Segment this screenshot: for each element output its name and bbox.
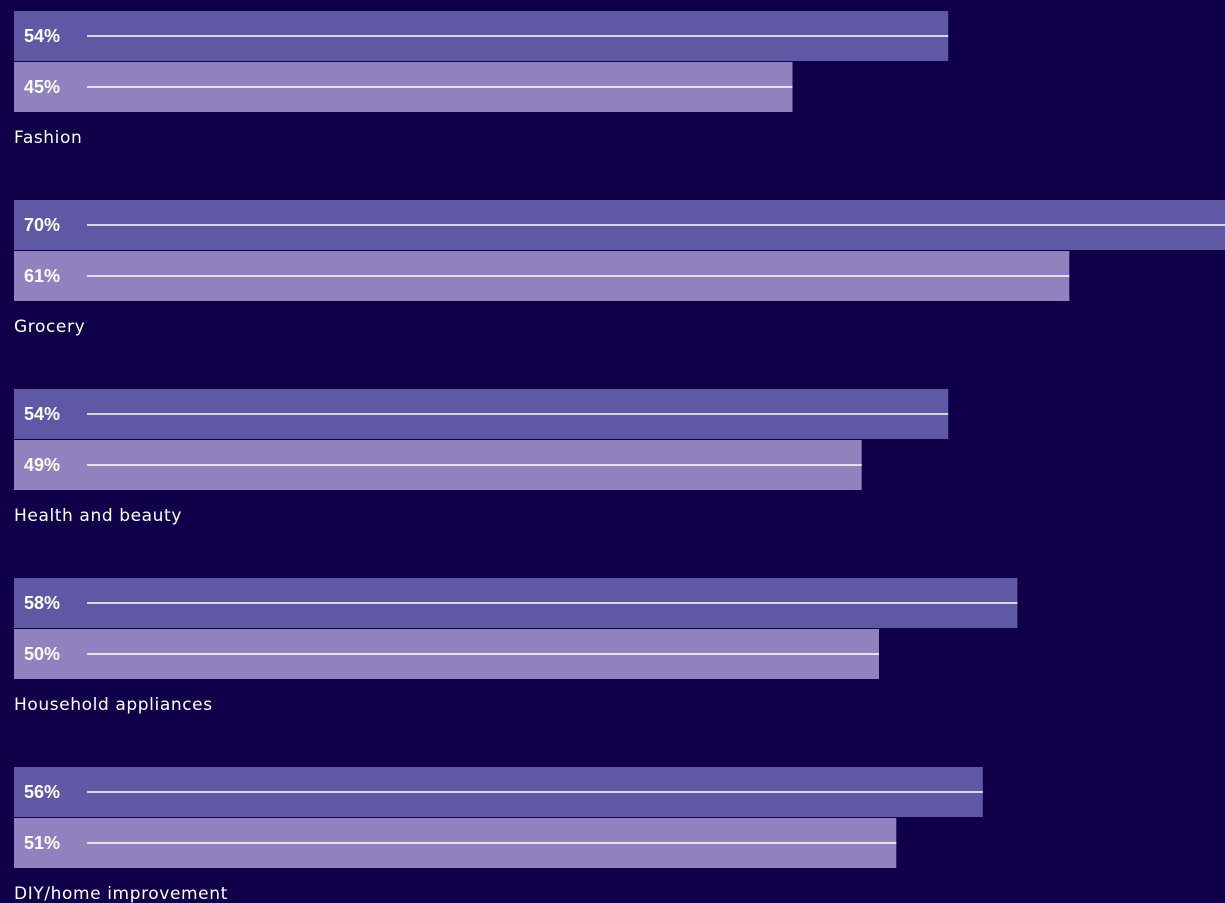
- bar-value-label: 58%: [24, 593, 60, 613]
- bar-value-label: 54%: [24, 404, 60, 424]
- bar-group-household-appliances: 58% 50% Household appliances: [14, 578, 1018, 715]
- bar-value-label: 45%: [24, 77, 60, 97]
- category-label: Health and beauty: [14, 506, 182, 526]
- bar-group-diy-home-improvement: 56% 51% DIY/home improvement: [14, 767, 983, 903]
- bar-value-label: 61%: [24, 266, 60, 286]
- bar-group-health-and-beauty: 54% 49% Health and beauty: [14, 389, 949, 526]
- bar-value-label: 54%: [24, 26, 60, 46]
- bar-group-grocery: 70% 61% Grocery: [14, 200, 1225, 337]
- bar-value-label: 70%: [24, 215, 60, 235]
- category-label: Grocery: [14, 317, 85, 337]
- category-label: Household appliances: [14, 695, 213, 715]
- category-label: DIY/home improvement: [14, 884, 228, 903]
- bar-group-fashion: 54% 45% Fashion: [14, 11, 949, 148]
- bar-value-label: 56%: [24, 782, 60, 802]
- bar-value-label: 50%: [24, 644, 60, 664]
- bar-value-label: 51%: [24, 833, 60, 853]
- bar-value-label: 49%: [24, 455, 60, 475]
- category-label: Fashion: [14, 128, 82, 148]
